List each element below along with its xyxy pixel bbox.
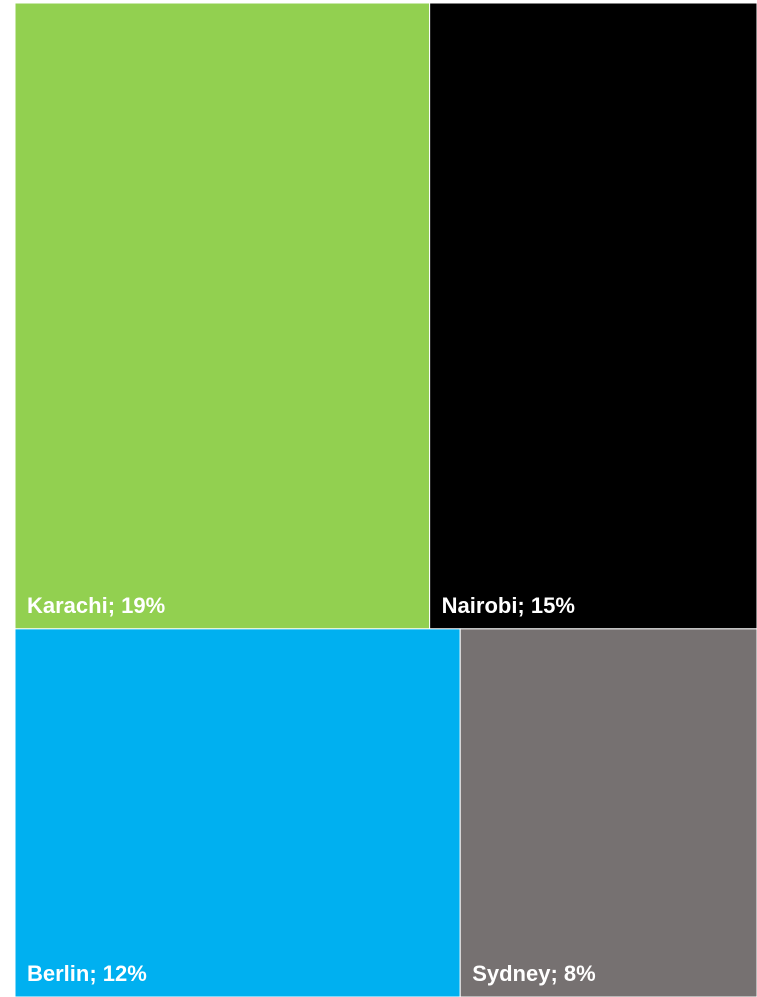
tile-nairobi bbox=[429, 2, 757, 630]
treemap-tiles bbox=[14, 2, 757, 997]
tile-sydney bbox=[459, 628, 757, 997]
treemap-labels: Karachi; 19% Nairobi; 15% Berlin; 12% Sydne… bbox=[27, 593, 596, 986]
tile-karachi bbox=[14, 2, 431, 630]
tile-berlin bbox=[14, 628, 461, 997]
tile-label-berlin: Berlin; 12% bbox=[27, 961, 147, 986]
tile-label-sydney: Sydney; 8% bbox=[472, 961, 596, 986]
tile-label-nairobi: Nairobi; 15% bbox=[442, 593, 575, 618]
tile-label-karachi: Karachi; 19% bbox=[27, 593, 165, 618]
